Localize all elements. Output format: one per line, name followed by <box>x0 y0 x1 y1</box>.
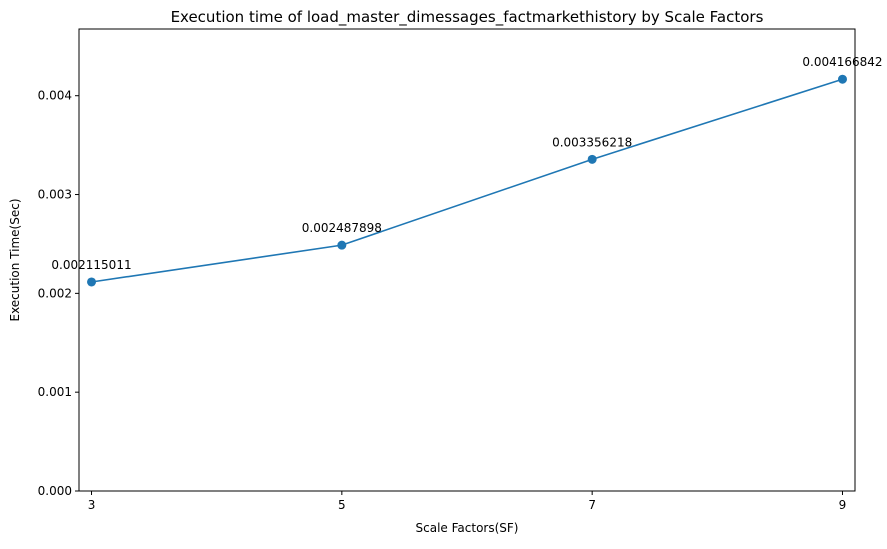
series-layer: 0.002115011 0.002487898 0.003356218 0.00416… <box>51 55 883 287</box>
y-tick-label: 0.003 <box>38 188 72 202</box>
y-axis: 0.000 0.001 0.002 0.003 0.004 <box>38 89 79 498</box>
x-tick-label: 7 <box>588 498 596 512</box>
x-tick-label: 9 <box>839 498 847 512</box>
y-tick-label: 0.001 <box>38 385 72 399</box>
y-axis-label: Execution Time(Sec) <box>8 198 22 321</box>
data-point <box>587 154 597 164</box>
data-point <box>337 240 347 250</box>
data-label: 0.004166842 <box>802 55 882 69</box>
y-tick-label: 0.004 <box>38 89 72 103</box>
chart-title: Execution time of load_master_dimessages… <box>171 8 764 27</box>
data-point <box>837 74 847 84</box>
x-tick-label: 5 <box>338 498 346 512</box>
data-label: 0.002487898 <box>302 221 382 235</box>
x-tick-label: 3 <box>88 498 96 512</box>
data-label: 0.002115011 <box>51 258 131 272</box>
x-axis: 3 5 7 9 <box>88 491 847 512</box>
data-label: 0.003356218 <box>552 135 632 149</box>
y-tick-label: 0.002 <box>38 286 72 300</box>
x-axis-label: Scale Factors(SF) <box>416 521 519 535</box>
data-point <box>87 277 97 287</box>
series-line <box>91 78 843 283</box>
plot-area-frame <box>78 28 856 492</box>
y-tick-label: 0.000 <box>38 484 72 498</box>
